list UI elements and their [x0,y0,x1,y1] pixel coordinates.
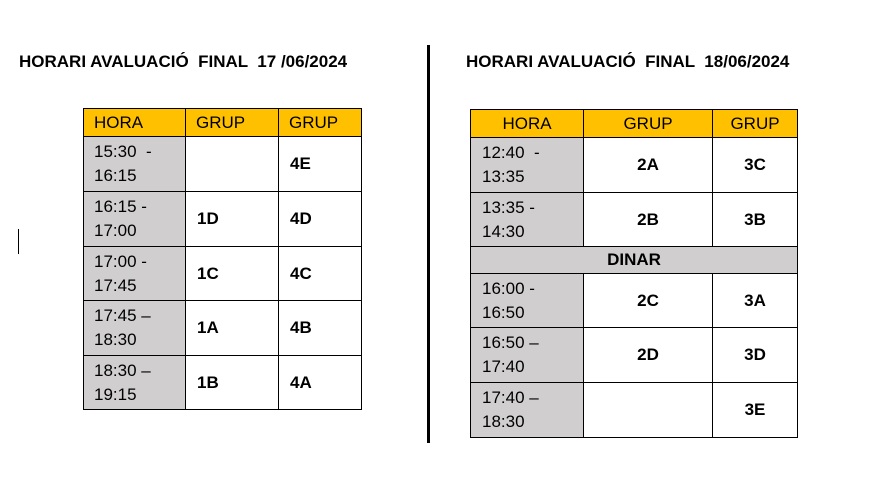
group-cell [185,136,279,192]
group-cell: 4D [278,191,362,247]
table-row: 17:00 - 17:45 1C 4C [83,246,362,301]
header-grup: GRUP [712,109,798,138]
schedule-table-day1: HORA GRUP GRUP 15:30 - 16:15 4E 16:15 - 1… [83,108,362,410]
header-grup: GRUP [185,108,279,137]
time-cell: 13:35 - 14:30 [470,192,584,247]
time-cell: 17:40 – 18:30 [470,382,584,438]
divider [427,45,430,443]
group-cell: 3D [712,327,798,383]
break-label: DINAR [470,246,798,274]
group-cell: 1D [185,191,279,247]
table-header: HORA GRUP GRUP [470,109,798,138]
group-cell: 2D [583,327,713,383]
header-hora: HORA [470,109,584,138]
time-cell: 15:30 - 16:15 [83,136,186,192]
group-cell: 3C [712,137,798,193]
table-row: 13:35 - 14:30 2B 3B [470,192,798,247]
table-row: 17:40 – 18:30 3E [470,382,798,438]
group-cell: 3A [712,273,798,328]
table-row: 18:30 – 19:15 1B 4A [83,355,362,410]
time-cell: 17:45 – 18:30 [83,300,186,356]
table-row: 17:45 – 18:30 1A 4B [83,300,362,356]
time-cell: 18:30 – 19:15 [83,355,186,410]
table-row: 15:30 - 16:15 4E [83,136,362,192]
group-cell: 2C [583,273,713,328]
table-row: 12:40 - 13:35 2A 3C [470,137,798,193]
header-hora: HORA [83,108,186,137]
group-cell: 4C [278,246,362,301]
table-row: 16:50 – 17:40 2D 3D [470,327,798,383]
group-cell: 1A [185,300,279,356]
table-row: 16:15 - 17:00 1D 4D [83,191,362,247]
time-cell: 16:50 – 17:40 [470,327,584,383]
group-cell: 3E [712,382,798,438]
group-cell [583,382,713,438]
time-cell: 12:40 - 13:35 [470,137,584,193]
title-day2: HORARI AVALUACIÓ FINAL 18/06/2024 [466,52,790,71]
schedule-table-day2: HORA GRUP GRUP 12:40 - 13:35 2A 3C 13:35 -… [470,109,798,438]
time-cell: 16:00 - 16:50 [470,273,584,328]
header-grup: GRUP [583,109,713,138]
group-cell: 3B [712,192,798,247]
group-cell: 2B [583,192,713,247]
table-row: 16:00 - 16:50 2C 3A [470,273,798,328]
group-cell: 1B [185,355,279,410]
table-header: HORA GRUP GRUP [83,108,362,137]
time-cell: 16:15 - 17:00 [83,191,186,247]
text-cursor [18,229,19,254]
header-grup: GRUP [278,108,362,137]
group-cell: 2A [583,137,713,193]
group-cell: 4B [278,300,362,356]
break-row: DINAR [470,246,798,274]
time-cell: 17:00 - 17:45 [83,246,186,301]
title-day1: HORARI AVALUACIÓ FINAL 17 /06/2024 [19,52,348,71]
group-cell: 1C [185,246,279,301]
group-cell: 4E [278,136,362,192]
group-cell: 4A [278,355,362,410]
